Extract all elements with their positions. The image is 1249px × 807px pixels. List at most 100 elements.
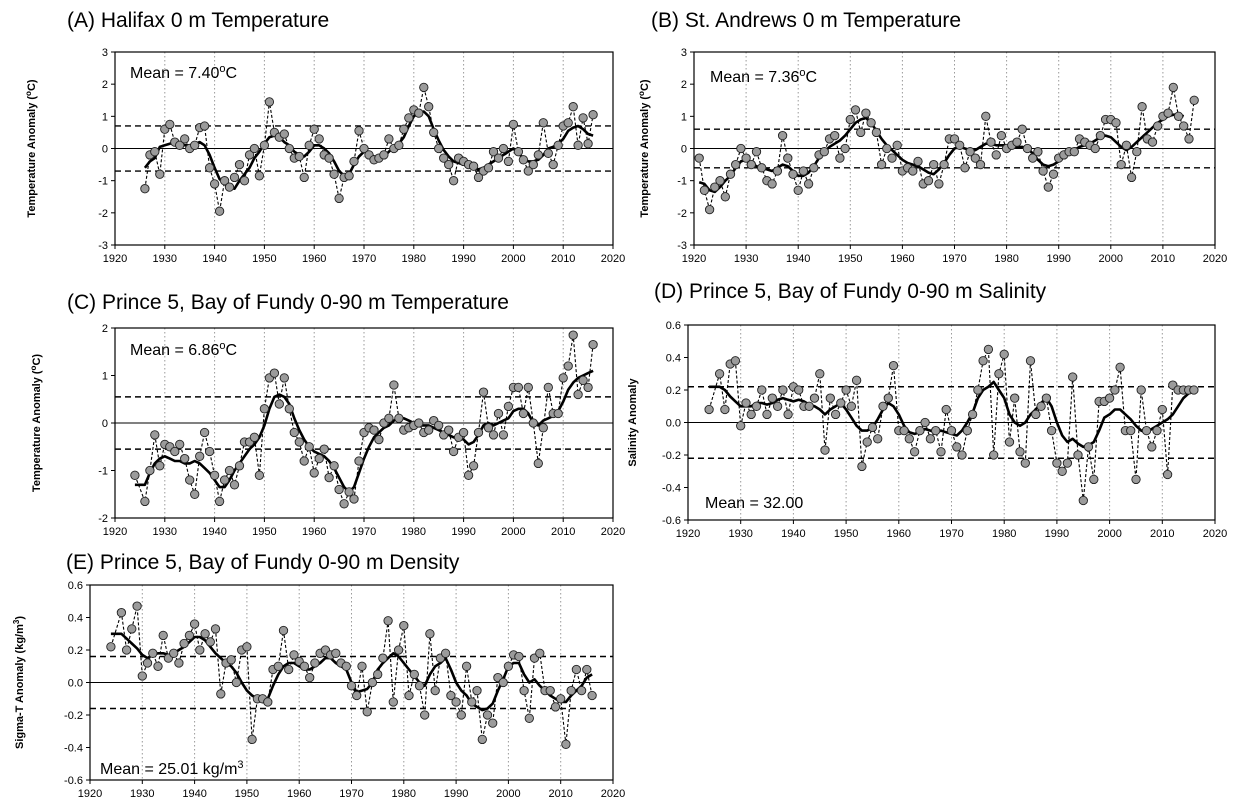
mean-suffix: C [806, 69, 818, 86]
x-tick-label: 1970 [939, 528, 963, 540]
data-point [578, 375, 588, 385]
data-point [389, 380, 399, 390]
data-point [132, 601, 142, 611]
data-point [106, 642, 116, 652]
y-tick-label: 2 [681, 79, 687, 91]
data-point [349, 494, 359, 504]
data-point [736, 143, 746, 154]
running-mean-line [134, 369, 594, 494]
data-point [518, 408, 529, 419]
y-axis-label: Temperature Anomaly (oC) [29, 354, 44, 492]
data-point [746, 159, 756, 170]
data-point [304, 442, 314, 452]
x-tick-label: 2010 [1150, 528, 1174, 540]
data-point [425, 629, 435, 639]
x-tick-label: 2000 [501, 526, 525, 538]
data-point [920, 417, 930, 428]
y-axis-label-text: Temperature Anomaly ( [639, 96, 651, 218]
data-point [383, 616, 393, 626]
data-point [1157, 404, 1167, 415]
y-axis-label-suffix: C) [26, 79, 38, 91]
chart-panel-a: (A) Halifax 0 m Temperature -3 -2 -1 0 1 2 3 192… [24, 9, 626, 265]
data-point [523, 382, 533, 393]
y-tick-label: 1 [102, 371, 108, 383]
data-point [127, 624, 137, 634]
data-point [929, 159, 939, 170]
data-point [983, 344, 994, 355]
data-point [513, 382, 524, 393]
data-point [1179, 121, 1189, 131]
data-point [788, 169, 798, 179]
data-point [545, 685, 555, 696]
data-point [1137, 102, 1147, 112]
data-point [219, 176, 230, 186]
data-point [388, 697, 398, 707]
chart-title: (A) Halifax 0 m Temperature [67, 9, 329, 32]
data-point [1147, 442, 1157, 452]
data-point [588, 339, 598, 350]
data-point [856, 127, 866, 138]
data-point [169, 648, 179, 658]
data-point [962, 425, 972, 436]
x-tick-label: 2010 [551, 526, 575, 538]
data-point [488, 147, 499, 157]
y-tick-label: 0 [102, 144, 108, 156]
y-tick-label: -0.4 [64, 743, 83, 755]
y-tick-label: -1 [677, 176, 687, 188]
data-point [571, 664, 582, 675]
y-tick-label: 0.4 [68, 613, 83, 625]
data-point [996, 130, 1007, 141]
data-point [730, 356, 741, 366]
data-point [587, 690, 597, 701]
x-tick-label: 1940 [786, 253, 810, 265]
data-point [1068, 372, 1078, 382]
x-tick-label: 1930 [153, 253, 177, 265]
y-tick-label: 0.4 [666, 353, 681, 365]
data-point [394, 140, 404, 150]
data-point [393, 645, 404, 655]
data-point [468, 461, 479, 471]
data-point [882, 143, 892, 154]
x-tick-label: 1920 [103, 526, 127, 538]
data-point [344, 171, 354, 181]
data-point [409, 669, 419, 680]
data-point [190, 489, 200, 499]
data-point [434, 420, 444, 431]
data-point [334, 193, 344, 204]
data-point [751, 147, 762, 157]
data-point [878, 401, 888, 411]
x-tick-label: 1960 [890, 253, 914, 265]
data-point [314, 453, 324, 464]
data-point [772, 166, 783, 176]
data-point [244, 150, 255, 160]
data-point [324, 153, 334, 163]
x-tick-label: 2010 [548, 788, 572, 800]
data-point [219, 475, 230, 485]
data-point [498, 430, 509, 440]
data-point [550, 702, 561, 712]
data-point [568, 102, 578, 112]
data-point [468, 161, 479, 171]
data-point [576, 685, 587, 696]
data-point [419, 82, 429, 93]
data-point [772, 401, 783, 411]
annual-anomaly-line [144, 87, 594, 212]
data-point [359, 143, 369, 154]
data-point [493, 408, 504, 419]
y-axis-label: Temperature Anomaly (oC) [24, 79, 39, 217]
mean-text: Mean = 7.40 [130, 65, 220, 82]
mean-annotation: Mean = 6.86oC [130, 340, 237, 359]
data-point [908, 166, 918, 176]
data-point [862, 437, 872, 447]
data-point [978, 356, 988, 366]
data-point [909, 447, 920, 457]
data-point [710, 182, 720, 192]
data-point [349, 156, 359, 167]
data-point [957, 450, 967, 460]
data-point [1010, 393, 1020, 403]
data-point [1089, 474, 1099, 485]
data-point [965, 147, 975, 157]
data-point [804, 401, 814, 411]
data-point [314, 134, 324, 144]
data-point [121, 645, 132, 655]
